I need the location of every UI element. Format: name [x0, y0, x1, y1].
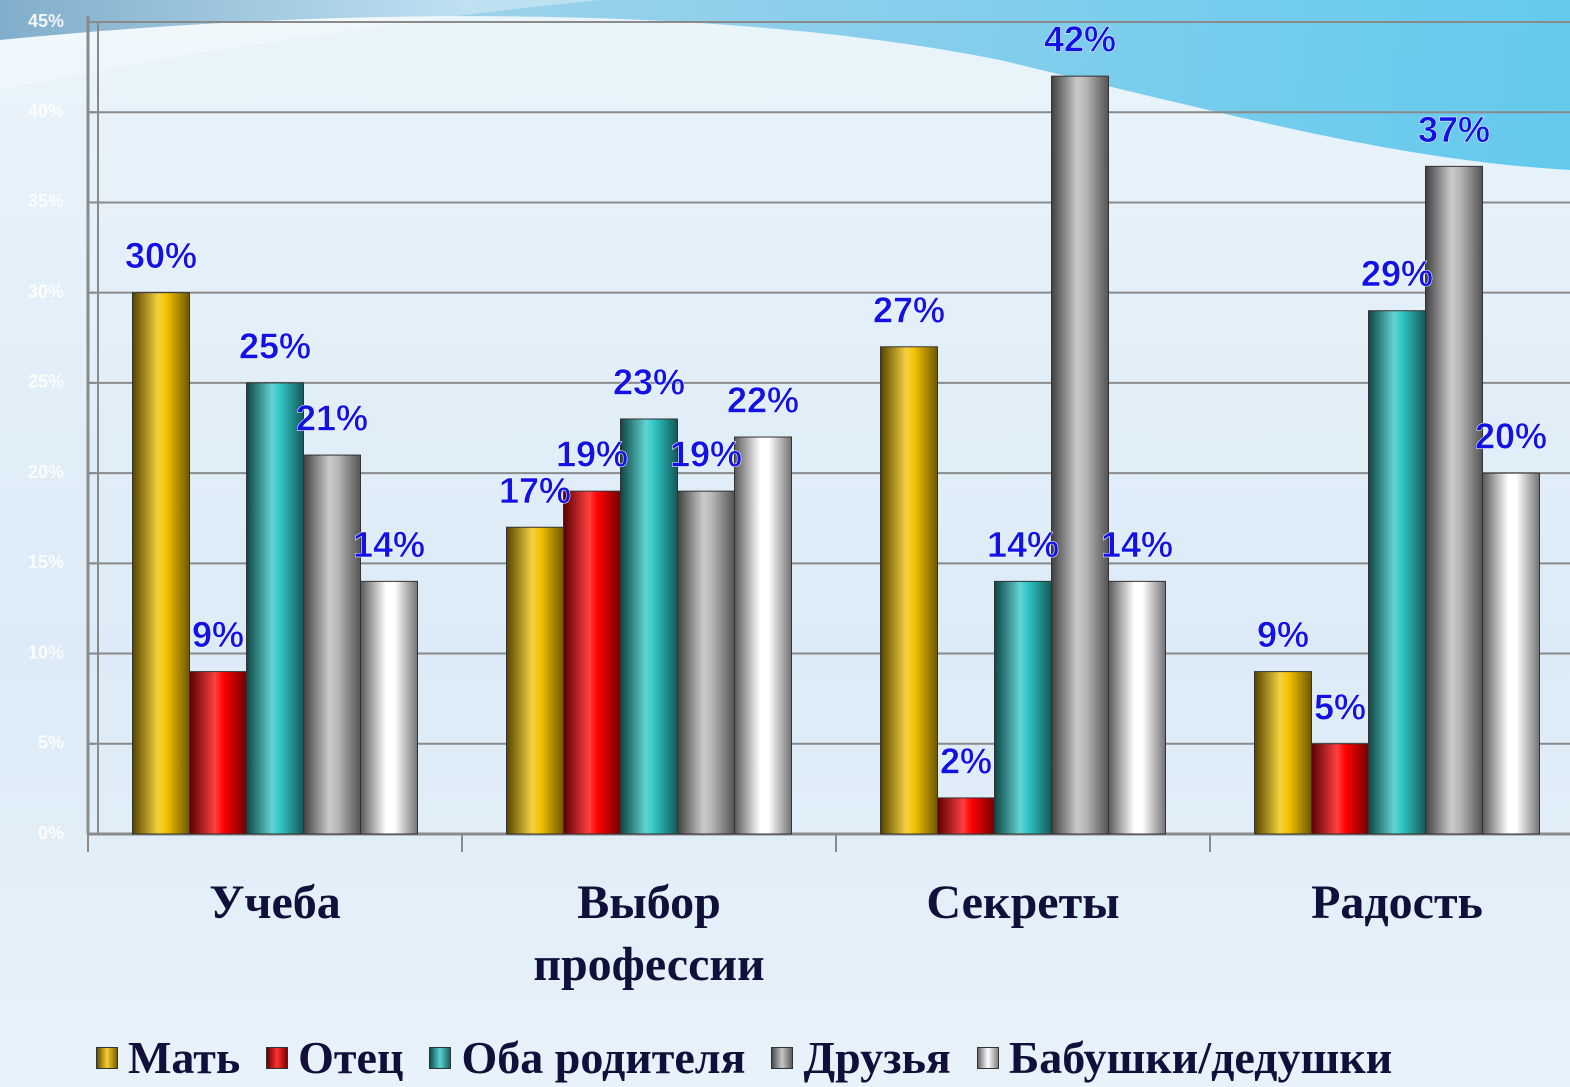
bar [1426, 166, 1483, 834]
bar [995, 581, 1052, 834]
data-label: 14% [353, 524, 425, 565]
data-label: 23% [613, 361, 685, 402]
bar [247, 383, 304, 834]
bar [1369, 311, 1426, 834]
legend-swatch [266, 1047, 288, 1069]
legend-label: Отец [298, 1031, 403, 1084]
data-label: 9% [1257, 614, 1309, 655]
legend-item: Мать [96, 1031, 240, 1084]
bar [304, 455, 361, 834]
legend-label: Оба родителя [461, 1031, 745, 1084]
y-tick-label: 30% [28, 281, 64, 301]
bar [564, 491, 621, 834]
data-label: 20% [1475, 416, 1547, 457]
data-label: 30% [125, 235, 197, 276]
legend-label: Бабушки/дедушки [1009, 1031, 1392, 1084]
bar [190, 672, 247, 834]
data-label: 25% [239, 325, 311, 366]
data-label: 5% [1314, 686, 1366, 727]
bar [1483, 473, 1540, 834]
legend-item: Друзья [771, 1031, 950, 1084]
legend-label: Друзья [803, 1031, 950, 1084]
data-label: 37% [1418, 109, 1490, 150]
bar [938, 798, 995, 834]
data-label: 9% [192, 614, 244, 655]
data-label: 42% [1044, 19, 1116, 60]
y-tick-label: 5% [38, 733, 64, 753]
data-label: 22% [727, 380, 799, 421]
data-label: 14% [987, 524, 1059, 565]
bar [1255, 672, 1312, 834]
bar [361, 581, 418, 834]
bar [881, 347, 938, 834]
legend-swatch [771, 1047, 793, 1069]
x-tick-label: Учеба [105, 872, 445, 934]
legend-item: Бабушки/дедушки [977, 1031, 1392, 1084]
y-tick-label: 0% [38, 823, 64, 843]
bar [735, 437, 792, 834]
data-label: 14% [1101, 524, 1173, 565]
bar [678, 491, 735, 834]
legend-item: Отец [266, 1031, 403, 1084]
y-tick-label: 10% [28, 642, 64, 662]
legend: Мать Отец Оба родителя Друзья Бабушки/дедушк… [96, 1028, 1570, 1087]
legend-swatch [977, 1047, 999, 1069]
data-label: 17% [499, 470, 571, 511]
data-label: 21% [296, 398, 368, 439]
x-tick-label: Секреты [853, 872, 1193, 934]
bar [1109, 581, 1166, 834]
data-label: 27% [873, 289, 945, 330]
bar [1052, 76, 1109, 834]
bar [507, 527, 564, 834]
x-tick-label: Радость [1227, 872, 1567, 934]
page: 0% 5% 10% 15% 20% 25% 30% 35% 40% 45% 30% 17% 27% 9% 9… [0, 0, 1570, 1087]
data-label: 29% [1361, 253, 1433, 294]
bar [1312, 744, 1369, 834]
data-label: 2% [940, 740, 992, 781]
legend-label: Мать [128, 1031, 240, 1084]
y-tick-label: 40% [28, 101, 64, 121]
bar [621, 419, 678, 834]
y-tick-label: 20% [28, 462, 64, 482]
y-tick-label: 15% [28, 552, 64, 572]
y-tick-label: 35% [28, 191, 64, 211]
y-tick-label: 45% [28, 11, 64, 31]
data-label: 19% [556, 434, 628, 475]
y-tick-label: 25% [28, 372, 64, 392]
data-label: 19% [670, 434, 742, 475]
legend-swatch [96, 1047, 118, 1069]
bar [133, 293, 190, 834]
legend-item: Оба родителя [429, 1031, 745, 1084]
legend-swatch [429, 1047, 451, 1069]
x-tick-label: Выбор профессии [479, 872, 819, 996]
